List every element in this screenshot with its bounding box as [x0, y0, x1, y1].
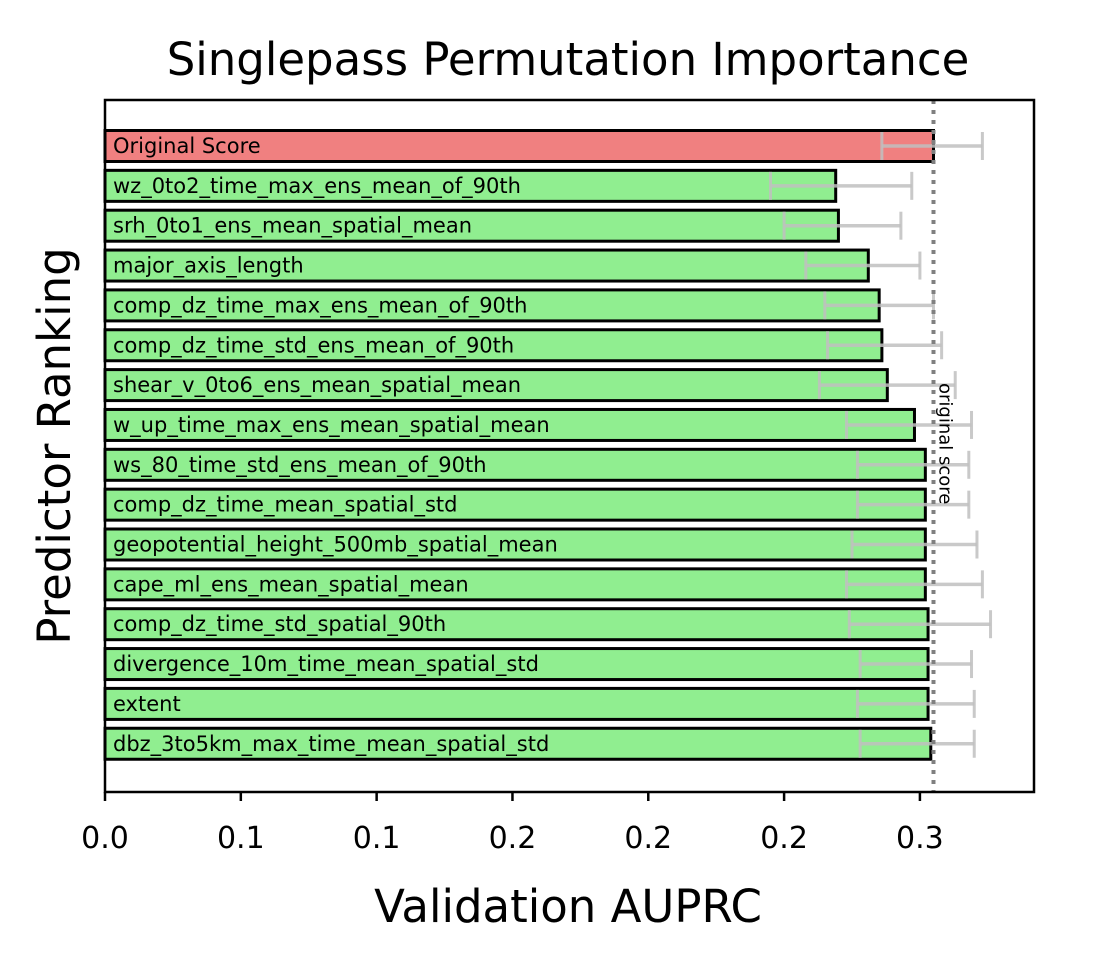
bar-label: w_up_time_max_ens_mean_spatial_mean	[113, 413, 550, 438]
x-tick-label: 0.0	[81, 821, 129, 856]
plot-area: Original Score wz_0to2_time_max_ens_mean_…	[81, 98, 1036, 856]
bar-label: srh_0to1_ens_mean_spatial_mean	[113, 214, 472, 239]
bar-label: shear_v_0to6_ens_mean_spatial_mean	[113, 373, 521, 398]
predictor-bar	[103, 407, 916, 442]
bar-label: ws_80_time_std_ens_mean_of_90th	[113, 453, 487, 478]
bar-label: geopotential_height_500mb_spatial_mean	[113, 533, 558, 558]
predictor-bar	[103, 328, 884, 363]
bar-label: comp_dz_time_max_ens_mean_of_90th	[113, 293, 527, 318]
bar-label: comp_dz_time_mean_spatial_std	[113, 493, 457, 518]
plot-frame	[103, 98, 1036, 794]
predictor-bar	[103, 686, 930, 721]
x-axis-label: Validation AUPRC	[374, 880, 762, 933]
predictor-bar	[103, 607, 930, 642]
x-tick-label: 0.3	[896, 821, 944, 856]
bar-label: comp_dz_time_std_ens_mean_of_90th	[113, 333, 514, 358]
x-tick-label: 0.1	[353, 821, 401, 856]
chart-title: Singlepass Permutation Importance	[167, 33, 970, 86]
reference-line-label: original score	[934, 383, 955, 504]
x-tick-label: 0.2	[489, 821, 537, 856]
x-tick-label: 0.1	[217, 821, 265, 856]
bar-label: extent	[113, 692, 181, 716]
predictor-bar	[103, 168, 838, 203]
predictor-bar	[103, 647, 930, 682]
bar-label: cape_ml_ens_mean_spatial_mean	[113, 572, 469, 597]
bar-label: Original Score	[113, 134, 261, 158]
predictor-bar	[103, 487, 927, 522]
y-axis-label: Predictor Ranking	[28, 247, 81, 644]
bar-label: divergence_10m_time_mean_spatial_std	[113, 652, 539, 677]
x-tick-label: 0.2	[624, 821, 672, 856]
bar-label: wz_0to2_time_max_ens_mean_of_90th	[113, 174, 521, 199]
bar-label: dbz_3to5km_max_time_mean_spatial_std	[113, 732, 549, 757]
bar-label: comp_dz_time_std_spatial_90th	[113, 612, 446, 637]
bar-label: major_axis_length	[113, 254, 304, 279]
x-tick-label: 0.2	[760, 821, 808, 856]
